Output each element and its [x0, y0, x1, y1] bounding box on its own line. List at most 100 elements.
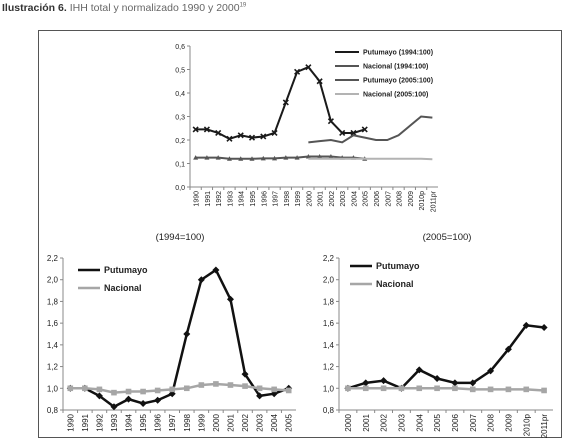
marker [226, 295, 234, 303]
marker [110, 403, 118, 411]
marker [434, 385, 440, 392]
marker [213, 381, 219, 387]
x-tick-label: 1992 [216, 191, 223, 207]
marker-stroke [215, 129, 222, 137]
chart-title: (2005=100) [423, 232, 472, 243]
legend-label: Putumayo [104, 265, 148, 275]
y-tick-label: 1,4 [323, 341, 335, 350]
legend-label: Nacional (2005:100) [363, 91, 428, 98]
x-tick-label: 2002 [329, 191, 336, 207]
marker [305, 64, 312, 71]
marker [198, 382, 205, 388]
marker-stroke [271, 129, 278, 137]
series-line [308, 115, 433, 144]
y-tick-label: 0,8 [323, 406, 335, 415]
marker [260, 155, 266, 161]
marker [398, 385, 405, 392]
marker [271, 129, 278, 137]
marker-stroke [237, 132, 244, 139]
y-tick-label: 0,3 [175, 115, 185, 122]
marker [82, 385, 88, 392]
marker [362, 385, 369, 392]
marker-stroke [316, 78, 323, 85]
marker [433, 375, 441, 383]
marker [215, 129, 222, 137]
x-tick-label: 1993 [227, 191, 234, 207]
x-tick-label: 1992 [95, 413, 104, 431]
marker [227, 382, 234, 388]
marker [249, 156, 255, 161]
x-tick-label: 2003 [256, 413, 265, 431]
marker [197, 276, 205, 284]
marker-stroke [282, 99, 289, 106]
marker [212, 266, 220, 274]
marker [416, 385, 423, 392]
y-tick-label: 0,8 [47, 406, 59, 415]
marker [226, 135, 233, 142]
chart-title: (1994=100) [156, 232, 205, 243]
marker [260, 133, 267, 140]
x-tick-label: 1991 [81, 413, 90, 431]
y-tick-label: 1,0 [323, 384, 335, 393]
y-tick-label: 2,2 [323, 254, 335, 263]
marker-stroke [226, 135, 233, 142]
y-tick-label: 1,0 [47, 384, 59, 393]
x-tick-label: 2011pr [430, 190, 437, 212]
marker-stroke [192, 126, 199, 133]
marker [317, 153, 323, 159]
marker-stroke [248, 134, 256, 141]
marker [361, 126, 368, 133]
marker [540, 323, 548, 331]
x-tick-label: 2000 [344, 413, 353, 431]
y-tick-label: 2,0 [47, 276, 59, 285]
caption-note: 19 [239, 2, 247, 9]
caption-label: Ilustración 6. [2, 2, 67, 14]
y-tick-label: 1,2 [47, 363, 59, 372]
marker-stroke [350, 129, 357, 137]
x-tick-label: 2002 [380, 413, 389, 431]
marker [487, 386, 494, 393]
x-tick-label: 2004 [351, 191, 358, 207]
caption-text: IHH total y normalizado 1990 y 2000 [69, 2, 240, 14]
y-tick-label: 2,0 [323, 276, 335, 285]
marker [256, 385, 263, 392]
marker [345, 385, 351, 392]
x-tick-label: 1998 [284, 191, 291, 207]
marker [487, 367, 495, 375]
marker [452, 385, 458, 392]
x-tick-label: 2007 [469, 413, 478, 431]
marker-stroke [294, 68, 301, 75]
legend-label: Nacional (1994:100) [363, 63, 428, 70]
x-tick-label: 2009 [504, 413, 513, 431]
marker [305, 153, 311, 159]
x-tick-label: 1991 [205, 191, 212, 207]
x-tick-label: 1995 [250, 191, 257, 207]
marker [285, 387, 292, 394]
series-line [347, 387, 545, 392]
marker [451, 379, 459, 387]
marker [96, 386, 103, 393]
x-tick-label: 2008 [487, 413, 496, 431]
marker [469, 379, 477, 387]
x-tick-label: 1993 [110, 413, 119, 431]
legend-label: Putumayo (1994:100) [363, 49, 433, 56]
marker-stroke [305, 64, 312, 71]
marker [67, 385, 74, 392]
x-tick-label: 2000 [212, 413, 221, 431]
x-tick-label: 1999 [295, 191, 302, 207]
marker-stroke [203, 126, 210, 133]
marker [256, 392, 264, 400]
x-tick-label: 1997 [168, 413, 177, 431]
marker [294, 68, 301, 75]
y-tick-label: 1,8 [47, 297, 59, 306]
x-tick-label: 2006 [451, 413, 460, 431]
legend-label: Nacional [376, 279, 414, 289]
marker [504, 345, 512, 353]
marker [541, 387, 547, 394]
marker-stroke [260, 133, 267, 140]
y-tick-label: 1,6 [47, 319, 59, 328]
y-tick-label: 1,6 [323, 319, 335, 328]
marker [183, 385, 190, 392]
x-tick-label: 1996 [154, 413, 163, 431]
